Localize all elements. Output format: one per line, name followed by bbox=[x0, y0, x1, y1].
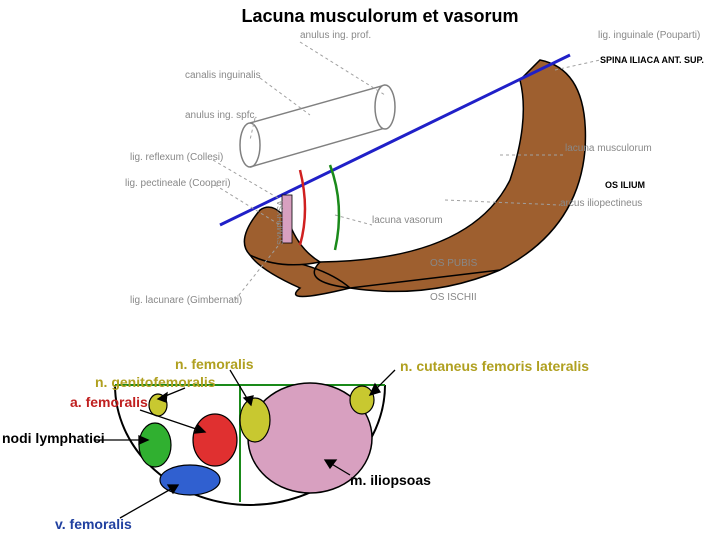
label-nodi: nodi lymphatici bbox=[2, 430, 105, 446]
nodi-shape bbox=[139, 423, 171, 467]
lower-diagram bbox=[0, 0, 720, 540]
label-n-genito: n. genitofemoralis bbox=[95, 374, 216, 390]
label-iliopsoas: m. iliopsoas bbox=[350, 472, 431, 488]
cutaneus-shape bbox=[350, 386, 374, 414]
label-v-femoralis: v. femoralis bbox=[55, 516, 132, 532]
a-femoralis-shape bbox=[193, 414, 237, 466]
label-a-femoralis: a. femoralis bbox=[70, 394, 148, 410]
n-femoralis-shape bbox=[240, 398, 270, 442]
label-n-femoralis: n. femoralis bbox=[175, 356, 254, 372]
label-cutaneus: n. cutaneus femoris lateralis bbox=[400, 358, 589, 374]
